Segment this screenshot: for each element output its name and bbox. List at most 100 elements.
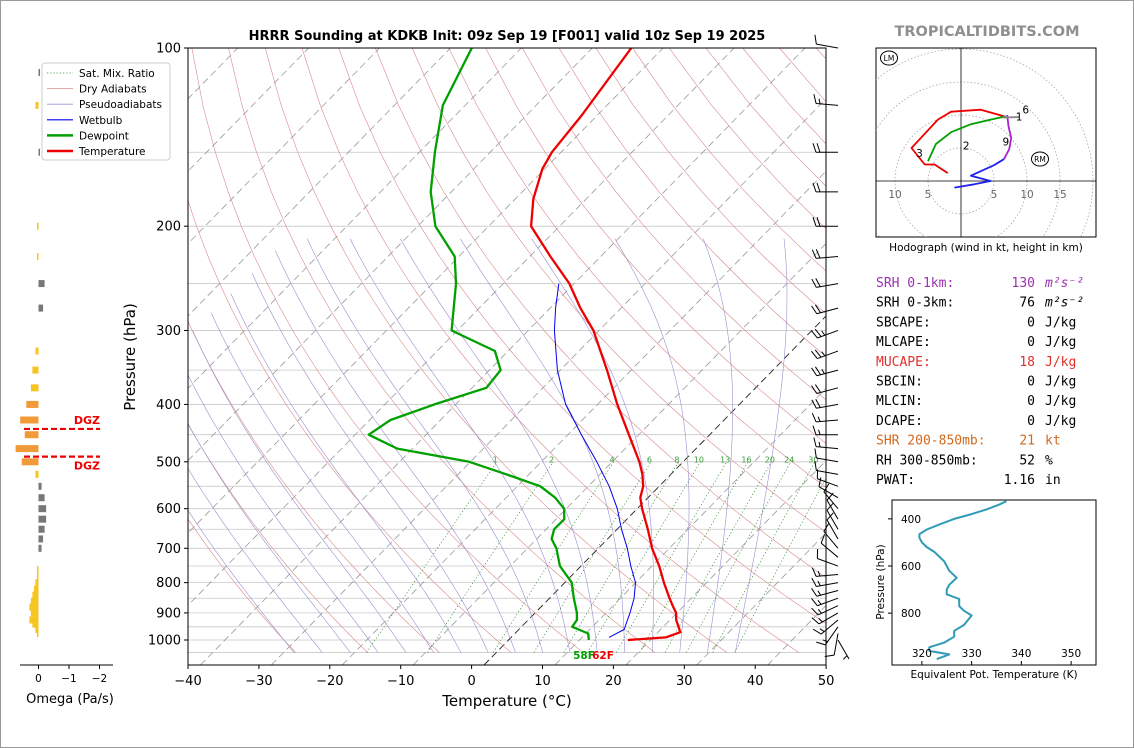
omega-bar [38, 148, 41, 156]
index-label: SRH 0-3km: [876, 296, 954, 311]
index-label: SHR 200-850mb: [876, 434, 986, 449]
barb-full-flag [816, 182, 821, 193]
storm-motion-marker [880, 50, 898, 66]
barb-full-flag [813, 437, 817, 447]
omega-bar [36, 252, 39, 260]
omega-bar [36, 222, 39, 230]
x-tick-label: 50 [818, 674, 835, 689]
wind-barb [811, 398, 839, 409]
omega-axis-label: Omega (Pa/s) [26, 692, 114, 707]
barb-full-flag [811, 330, 818, 339]
index-unit: in [1045, 473, 1061, 488]
theta-e-x-tick-label: 350 [1061, 648, 1081, 660]
isotherm [625, 460, 826, 665]
barb-staff [816, 43, 839, 49]
pseudoadiabat [210, 312, 434, 653]
omega-bar [35, 101, 39, 109]
wind-barb [811, 605, 839, 616]
barb-staff [817, 329, 839, 339]
hodograph-height-label: 1 [1016, 111, 1023, 123]
theta-e-panel: 320 330 340 350 400 600 800 Equivalent Pot. Tem… [875, 499, 1097, 681]
barb-staff [816, 457, 839, 463]
omega-bar [36, 572, 39, 580]
sounding-indices: SRH 0-1km: 130 m²s⁻² SRH 0-3km: 76 m²s⁻² SBCAP… [876, 276, 1084, 488]
hodograph-frame [875, 47, 1097, 238]
barb-full-flag [811, 607, 819, 616]
hodograph-ring-label: 10 [1020, 189, 1033, 201]
x-tick-label: 20 [605, 674, 622, 689]
x-axis-label: Temperature (°C) [441, 692, 571, 710]
barb-half-flag [821, 330, 826, 336]
mixing-ratio-line [615, 461, 728, 653]
legend-label: Sat. Mix. Ratio [79, 68, 155, 80]
index-label: PWAT: [876, 473, 915, 488]
series-wetbulb [553, 283, 636, 638]
omega-bar [38, 535, 44, 543]
pseudoadiabat [188, 374, 379, 653]
barb-full-flag [814, 304, 822, 314]
index-label: SRH 0-1km: [876, 276, 954, 291]
index-value: 52 [1019, 453, 1035, 468]
pseudoadiabat [188, 509, 295, 653]
omega-bar [24, 431, 39, 439]
omega-tick-label: −2 [92, 673, 107, 685]
index-label: MUCAPE: [876, 355, 931, 370]
barb-full-flag [814, 384, 822, 393]
wind-barb [811, 597, 839, 607]
mixing-ratio-line [563, 461, 679, 653]
wind-barb [816, 626, 839, 646]
mixing-ratio-line [664, 461, 772, 653]
omega-bar [29, 616, 39, 624]
barb-full-flag [811, 577, 817, 587]
barb-half-flag [818, 441, 821, 448]
index-unit: J/kg [1045, 355, 1076, 370]
pseudoadiabat [188, 423, 351, 653]
barb-full-flag [811, 305, 818, 315]
barb-full-flag [816, 641, 826, 646]
index-value: 0 [1027, 414, 1035, 429]
index-unit: m²s⁻² [1044, 296, 1084, 311]
dry-adiabat [485, 48, 826, 444]
dry-adiabat [188, 518, 296, 653]
wind-barb [820, 534, 839, 558]
y-tick-label: 600 [156, 502, 181, 517]
index-value: 18 [1019, 355, 1035, 370]
y-tick-label: 800 [156, 576, 181, 591]
series-temperature [529, 48, 682, 642]
isotherm [188, 48, 380, 245]
dry-adiabat [188, 423, 368, 653]
mixing-ratio-label: 30 [808, 455, 818, 464]
index-value: 0 [1027, 315, 1035, 330]
barb-full-flag [814, 328, 822, 337]
barb-staff [817, 597, 839, 607]
barb-full-flag [814, 448, 817, 459]
barb-full-flag [823, 523, 830, 532]
storm-motion-label: RM [1034, 155, 1046, 164]
barb-full-flag [826, 502, 834, 511]
dry-adiabat [338, 48, 826, 624]
wind-barb [812, 619, 839, 635]
wind-barb-column [811, 34, 850, 665]
theta-e-y-label: Pressure (hPa) [875, 544, 887, 619]
legend-label: Wetbulb [79, 115, 123, 127]
barb-half-flag [821, 369, 825, 374]
pseudoadiabat [460, 238, 625, 653]
barb-half-flag [818, 98, 821, 104]
y-tick-label: 300 [156, 324, 181, 339]
hodograph-segment [927, 115, 1007, 162]
barb-full-flag [811, 367, 818, 377]
index-unit: m²s⁻² [1044, 276, 1084, 291]
barb-full-flag [811, 413, 817, 423]
barb-half-flag [818, 429, 821, 435]
barb-full-flag [812, 143, 817, 153]
barb-staff [833, 633, 839, 656]
barb-staff [823, 531, 839, 549]
omega-bar [35, 579, 39, 587]
isotherm [483, 315, 826, 665]
index-unit: J/kg [1045, 375, 1076, 390]
watermark: TROPICALTIDBITS.COM [894, 24, 1079, 40]
index-value: 76 [1019, 296, 1035, 311]
mixing-ratio-line [533, 461, 652, 653]
pseudoadiabat [614, 238, 690, 653]
